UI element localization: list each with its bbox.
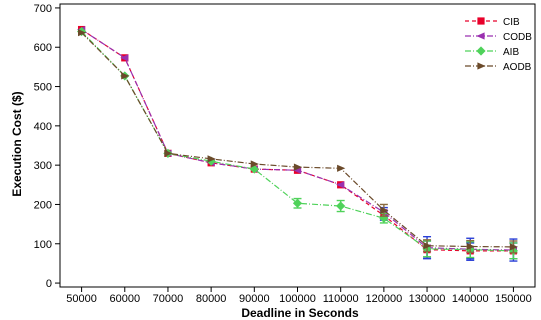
legend-marker <box>477 17 485 25</box>
x-tick-label: 150000 <box>495 293 532 305</box>
series-line-aib <box>81 31 514 252</box>
legend-item-aodb: AODB <box>465 62 532 73</box>
y-axis: 0 100 200 300 400 500 600 700 <box>34 3 60 290</box>
data-point-aodb <box>509 243 519 251</box>
y-tick-label: 200 <box>34 199 52 211</box>
x-tick-label: 80000 <box>196 293 227 305</box>
x-tick-label: 130000 <box>409 293 446 305</box>
series-line-codb <box>81 29 514 251</box>
data-point-codb <box>120 54 129 62</box>
legend-label: CODB <box>503 32 532 43</box>
data-point-aodb <box>250 160 259 168</box>
y-tick-label: 0 <box>46 278 52 290</box>
legend: CIB CODB AIB AODB <box>465 17 532 73</box>
data-point-aodb <box>466 242 475 251</box>
y-tick-label: 600 <box>34 42 52 54</box>
data-point-aodb <box>164 149 173 157</box>
legend-label: AIB <box>503 47 519 58</box>
y-tick-label: 300 <box>34 160 52 172</box>
x-tick-label: 60000 <box>109 293 140 305</box>
data-point-aodb <box>293 163 303 171</box>
y-tick-label: 100 <box>34 239 52 251</box>
data-point-codb <box>292 166 302 174</box>
x-tick-label: 70000 <box>153 293 184 305</box>
x-tick-label: 90000 <box>239 293 270 305</box>
data-point-aodb <box>207 155 216 163</box>
legend-label: AODB <box>503 62 532 73</box>
data-point-codb <box>336 181 345 189</box>
x-axis-title: Deadline in Seconds <box>241 306 359 320</box>
data-point-aodb <box>121 72 130 80</box>
legend-label: CIB <box>503 17 520 28</box>
series-aodb <box>77 29 519 254</box>
series-layer <box>76 25 519 262</box>
legend-item-codb: CODB <box>465 32 532 43</box>
x-tick-label: 100000 <box>279 293 316 305</box>
legend-marker <box>476 46 486 56</box>
data-point-aodb <box>337 164 346 172</box>
x-tick-label: 120000 <box>366 293 403 305</box>
data-point-aodb <box>423 242 432 250</box>
series-cib <box>77 25 518 260</box>
x-axis: 50000 60000 70000 80000 90000 100000 110000 120… <box>66 287 532 305</box>
series-aib <box>76 26 519 260</box>
y-tick-label: 700 <box>34 3 52 15</box>
series-codb <box>76 25 518 262</box>
data-point-aib <box>336 201 346 211</box>
data-point-aodb <box>380 206 389 214</box>
y-axis-title: Execution Cost ($) <box>10 91 24 196</box>
series-line-cib <box>81 29 514 252</box>
legend-item-cib: CIB <box>465 17 520 28</box>
data-point-aib <box>292 198 303 208</box>
series-line-aodb <box>81 32 514 248</box>
legend-item-aib: AIB <box>465 46 519 58</box>
plot-area <box>59 3 536 288</box>
x-tick-label: 140000 <box>452 293 489 305</box>
y-tick-label: 400 <box>34 121 52 133</box>
x-tick-label: 110000 <box>323 293 359 305</box>
legend-marker <box>477 62 486 70</box>
y-tick-label: 500 <box>34 82 52 94</box>
x-tick-label: 50000 <box>66 293 97 305</box>
data-point-aodb <box>77 29 87 37</box>
legend-marker <box>476 32 485 40</box>
plot-border <box>59 3 536 288</box>
